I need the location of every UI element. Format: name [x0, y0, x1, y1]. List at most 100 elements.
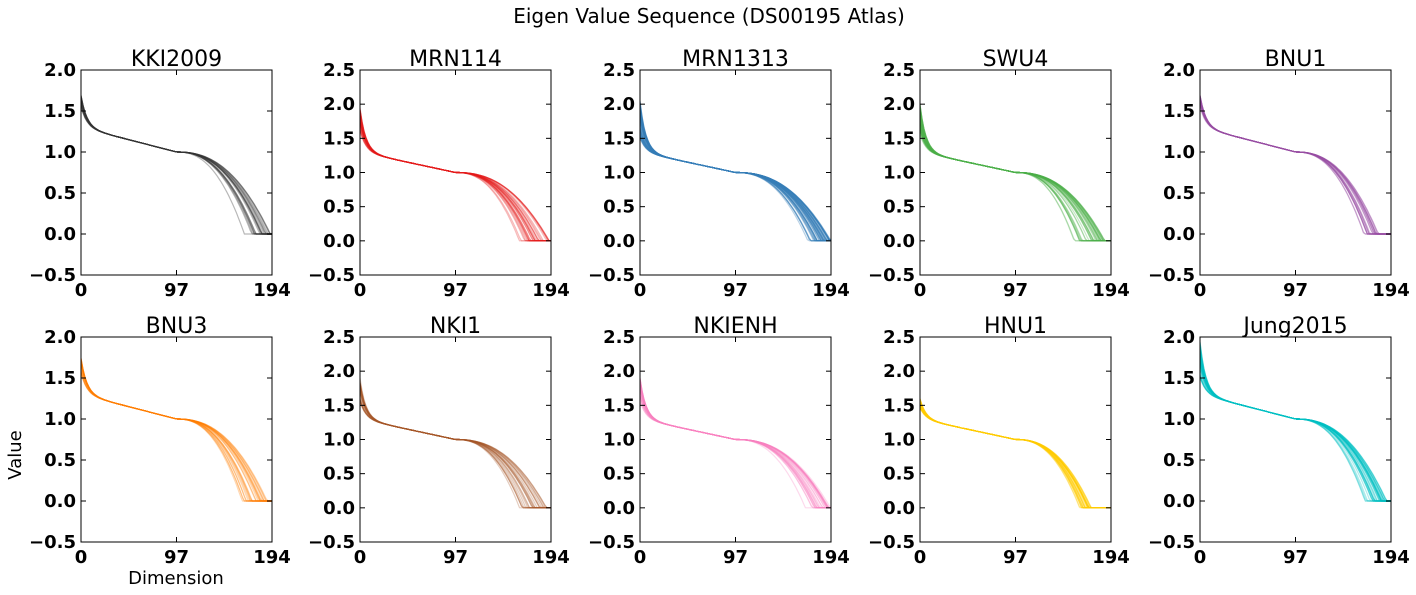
axes-frame	[1199, 69, 1392, 276]
y-tick-label: 2.5	[603, 60, 635, 81]
series-line	[640, 378, 831, 509]
series-line	[920, 401, 1111, 509]
series-line	[640, 124, 831, 242]
series-line	[360, 383, 551, 509]
x-tick-label: 0	[354, 280, 367, 301]
series-line	[640, 133, 831, 242]
series-line	[81, 360, 272, 502]
series-line	[640, 102, 831, 242]
series-line	[640, 396, 831, 509]
series-group	[920, 398, 1111, 509]
series-line	[81, 362, 272, 502]
series-line	[920, 406, 1111, 509]
y-tick-label: 1.0	[603, 430, 635, 451]
series-line	[81, 95, 272, 235]
series-line	[1200, 361, 1391, 502]
y-tick-label: −0.5	[868, 532, 915, 553]
series-line	[640, 105, 831, 242]
axes-frame	[80, 69, 273, 276]
series-line	[360, 110, 551, 242]
series-line	[640, 394, 831, 509]
series-line	[360, 400, 551, 509]
subplot-jung2015: −0.5 0.0 0.5 1.0 1.5 2.0 0 97 194 Jung2015	[1148, 314, 1410, 568]
series-line	[920, 122, 1111, 242]
series-line	[640, 378, 831, 509]
series-line	[640, 133, 831, 242]
y-axis-label: Value	[5, 430, 26, 479]
series-line	[1200, 353, 1391, 502]
series-line	[920, 122, 1111, 242]
series-line	[360, 399, 551, 509]
series-line	[640, 135, 831, 242]
x-tick-label: 97	[1003, 547, 1028, 568]
y-tick-label: 0.5	[1163, 450, 1195, 471]
series-line	[1200, 98, 1391, 235]
series-line	[920, 112, 1111, 242]
y-tick-label: −0.5	[1148, 265, 1195, 286]
series-line	[360, 387, 551, 509]
series-line	[640, 389, 831, 509]
y-tick-label: 0.5	[44, 183, 76, 204]
series-line	[1200, 355, 1391, 502]
series-line	[640, 389, 831, 509]
y-tick-label: 1.5	[1163, 101, 1195, 122]
y-tick-label: −0.5	[868, 265, 915, 286]
y-tick-label: 1.5	[323, 128, 355, 149]
series-line	[360, 127, 551, 242]
series-line	[360, 383, 551, 509]
series-group	[81, 95, 272, 235]
x-tick-label: 0	[914, 280, 927, 301]
series-line	[360, 398, 551, 509]
series-line	[920, 398, 1111, 509]
series-line	[640, 110, 831, 242]
series-line	[1200, 98, 1391, 235]
series-line	[81, 366, 272, 502]
series-line	[640, 382, 831, 509]
series-line	[81, 95, 272, 235]
series-line	[920, 124, 1111, 242]
series-line	[640, 113, 831, 242]
subplot-title: BNU1	[1265, 47, 1327, 72]
series-line	[360, 384, 551, 509]
x-tick-label: 0	[1194, 547, 1207, 568]
series-line	[920, 110, 1111, 242]
series-line	[1200, 346, 1391, 502]
series-line	[920, 407, 1111, 509]
series-line	[360, 121, 551, 242]
series-line	[920, 401, 1111, 509]
series-line	[640, 388, 831, 509]
series-line	[81, 363, 272, 502]
series-line	[360, 108, 551, 242]
series-line	[920, 127, 1111, 242]
series-line	[1200, 361, 1391, 502]
series-line	[640, 379, 831, 509]
y-tick-label: 0.0	[603, 498, 635, 519]
series-line	[640, 104, 831, 242]
series-line	[1200, 96, 1391, 235]
series-line	[1200, 366, 1391, 502]
x-tick-label: 97	[1283, 547, 1308, 568]
series-line	[640, 110, 831, 242]
series-line	[360, 378, 551, 509]
series-line	[920, 403, 1111, 509]
y-tick-label: 1.5	[44, 368, 76, 389]
series-line	[81, 360, 272, 502]
series-line	[920, 402, 1111, 509]
subplot-title: NKIENH	[693, 314, 777, 339]
series-line	[640, 387, 831, 509]
axes-frame	[1199, 336, 1392, 543]
series-line	[1200, 95, 1391, 235]
series-line	[640, 126, 831, 242]
series-line	[360, 115, 551, 242]
y-tick-label: 2.0	[603, 361, 635, 382]
series-line	[640, 382, 831, 509]
series-line	[640, 103, 831, 242]
series-line	[360, 121, 551, 242]
series-line	[640, 130, 831, 242]
series-line	[1200, 346, 1391, 502]
subplot-title: MRN1313	[682, 47, 789, 72]
series-line	[360, 131, 551, 242]
y-tick-label: 1.0	[1163, 142, 1195, 163]
series-line	[1200, 100, 1391, 235]
series-line	[360, 107, 551, 242]
